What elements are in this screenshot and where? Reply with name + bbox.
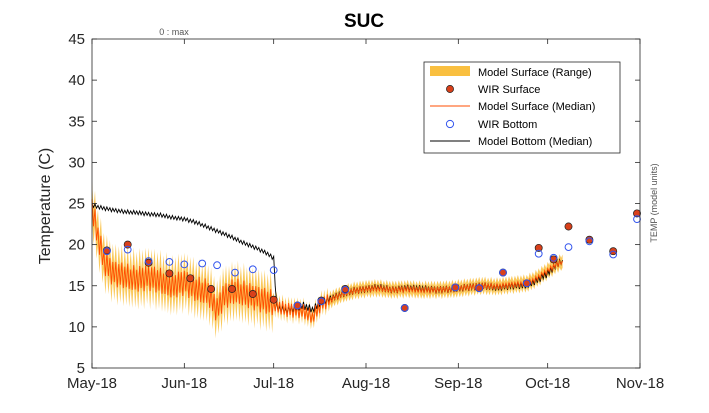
x-tick-label: Oct-18 xyxy=(525,375,570,392)
legend-label-surface-median: Model Surface (Median) xyxy=(478,101,595,113)
right-axis-label: TEMP (model units) xyxy=(649,163,659,242)
wir-bottom-point xyxy=(198,259,207,268)
legend-label-wir-surface: WIR Surface xyxy=(478,84,540,96)
y-tick-label: 5 xyxy=(77,360,85,377)
legend: Model Surface (Range) WIR Surface Model … xyxy=(423,61,621,154)
wir-bottom-point xyxy=(269,266,278,275)
marker-layer xyxy=(102,209,641,312)
wir-bottom-point xyxy=(231,268,239,277)
wir-surface-point xyxy=(248,290,257,298)
wir-bottom-point xyxy=(293,301,302,310)
wir-bottom-point xyxy=(144,257,153,266)
wir-bottom-point xyxy=(534,249,543,258)
legend-label-range: Model Surface (Range) xyxy=(478,67,592,79)
wir-bottom-point xyxy=(564,243,573,252)
legend-marker-wir-bottom xyxy=(445,119,455,129)
legend-swatch-range xyxy=(430,66,470,76)
wir-surface-point xyxy=(534,243,543,252)
y-tick-label: 15 xyxy=(68,278,85,295)
wir-surface-point xyxy=(165,269,174,278)
chart-title: SUC xyxy=(344,11,384,32)
y-tick-label: 45 xyxy=(68,31,85,48)
series-line-model-surface-median xyxy=(91,199,564,323)
wir-bottom-point xyxy=(585,237,594,246)
x-tick-label: May-18 xyxy=(67,375,117,392)
wir-surface-point xyxy=(269,295,278,304)
wir-bottom-point xyxy=(400,304,409,312)
wir-bottom-point xyxy=(499,268,507,277)
axes-layer: 5 10 15 20 25 30 35 40 45 May-18 Jun-18 Jul-18 Aug-1… xyxy=(67,31,664,392)
legend-marker-wir-surface xyxy=(446,85,454,93)
wir-surface-point xyxy=(633,209,641,218)
y-tick-label: 35 xyxy=(68,113,85,130)
wir-surface-point xyxy=(228,285,236,293)
wir-bottom-point xyxy=(317,297,326,306)
wir-bottom-point xyxy=(213,261,222,270)
legend-box xyxy=(423,61,621,154)
y-tick-label: 30 xyxy=(68,154,85,171)
x-tick-label: Sep-18 xyxy=(434,375,482,392)
line-layer xyxy=(91,199,564,323)
y-tick-label: 25 xyxy=(68,196,85,213)
wir-bottom-point xyxy=(165,258,174,266)
top-annotation: 0 : max xyxy=(159,27,189,37)
model-surface-range-layer xyxy=(92,181,563,339)
wir-bottom-point xyxy=(549,253,558,262)
wir-bottom-point xyxy=(475,284,484,293)
wir-surface-point xyxy=(564,222,573,231)
wir-surface-point xyxy=(207,285,216,293)
x-tick-label: Jun-18 xyxy=(161,375,207,392)
x-tick-label: Jul-18 xyxy=(253,375,294,392)
x-tick-label: Aug-18 xyxy=(342,375,390,392)
wir-surface-point xyxy=(186,274,195,283)
wir-bottom-point xyxy=(522,279,531,288)
legend-label-wir-bottom: WIR Bottom xyxy=(478,119,537,131)
wir-bottom-point xyxy=(609,250,618,259)
wir-bottom-point xyxy=(123,245,132,254)
wir-bottom-point xyxy=(103,247,111,256)
wir-bottom-point xyxy=(451,283,460,292)
wir-bottom-point xyxy=(180,260,189,269)
legend-label-bottom-median: Model Bottom (Median) xyxy=(478,136,592,148)
model-surface-range-band xyxy=(92,181,563,339)
y-tick-label: 10 xyxy=(68,319,85,336)
y-tick-label: 40 xyxy=(68,72,85,89)
wir-bottom-point xyxy=(248,265,257,274)
y-axis-label: Temperature (C) xyxy=(37,148,54,264)
y-tick-label: 20 xyxy=(68,237,85,254)
x-tick-label: Nov-18 xyxy=(616,375,664,392)
wir-bottom-point xyxy=(341,286,350,294)
